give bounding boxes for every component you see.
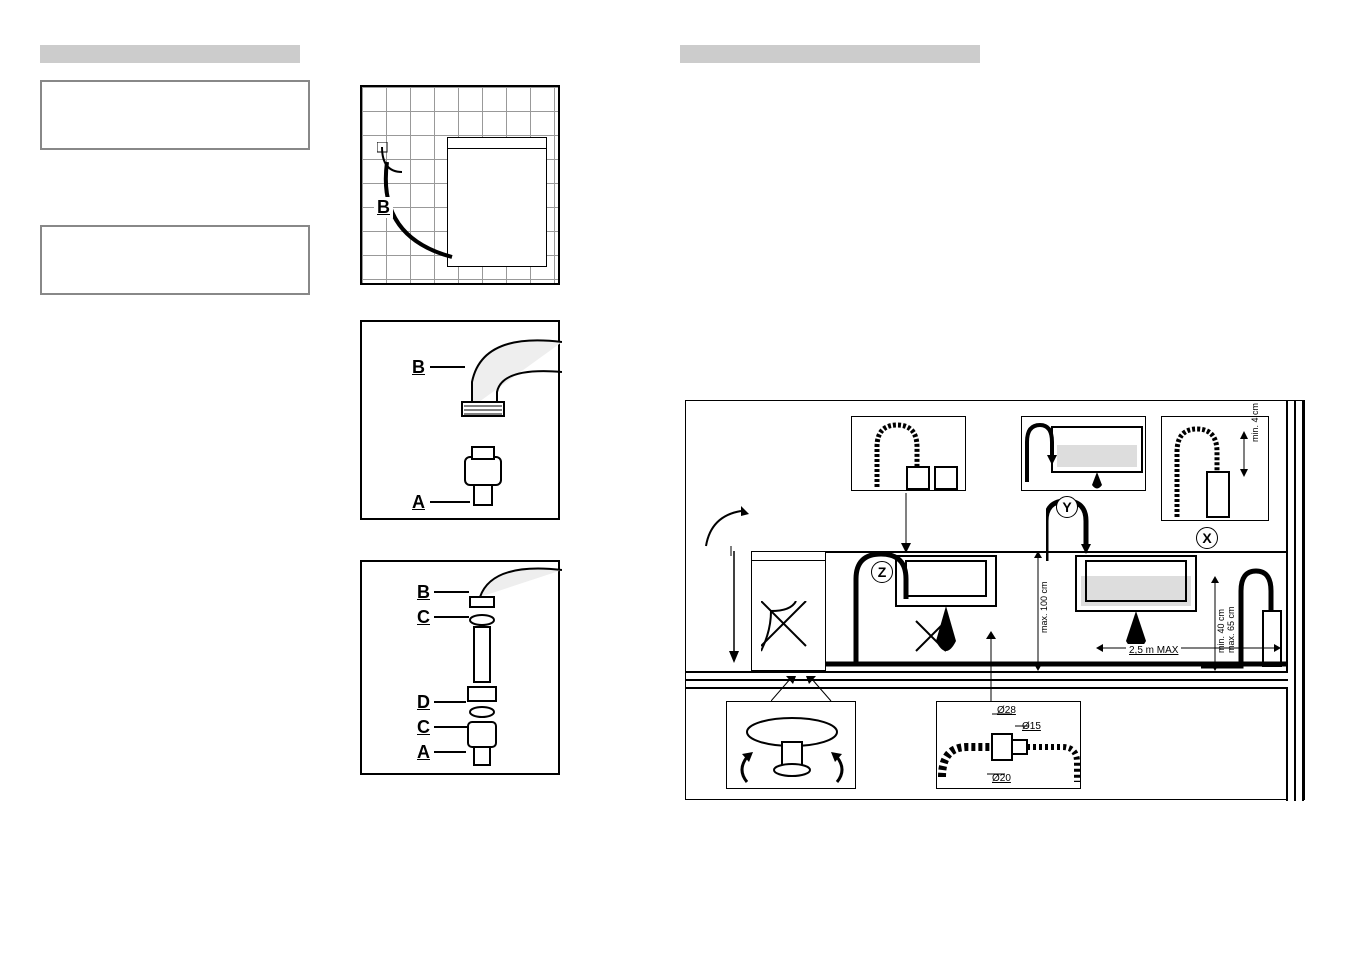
note-box-2 bbox=[40, 225, 310, 295]
label-b-fig1: B bbox=[374, 197, 393, 218]
label-z: Z bbox=[871, 561, 893, 583]
dim-max100: max. 100 cm bbox=[1039, 581, 1051, 633]
figure-3: B C D C A bbox=[360, 560, 560, 775]
heading-bar-left bbox=[40, 45, 300, 63]
figure-1: B bbox=[360, 85, 560, 285]
label-c2-fig3: C bbox=[417, 717, 430, 738]
figure-2: B A bbox=[360, 320, 560, 520]
dim-d28: Ø28 bbox=[997, 704, 1016, 717]
dim-len: 2,5 m MAX bbox=[1126, 644, 1181, 657]
label-b-fig2: B bbox=[412, 357, 425, 378]
label-y: Y bbox=[1056, 496, 1078, 518]
note-box-1 bbox=[40, 80, 310, 150]
label-a-fig3: A bbox=[417, 742, 430, 763]
label-a-fig2: A bbox=[412, 492, 425, 513]
label-x: X bbox=[1196, 527, 1218, 549]
dim-min4: min. 4 cm bbox=[1250, 403, 1262, 442]
dim-d20: Ø20 bbox=[992, 772, 1011, 785]
label-b-fig3: B bbox=[417, 582, 430, 603]
dim-d15: Ø15 bbox=[1022, 720, 1041, 733]
heading-bar-right bbox=[680, 45, 980, 63]
label-c1-fig3: C bbox=[417, 607, 430, 628]
drain-diagram: Z Y X bbox=[685, 400, 1305, 800]
label-d-fig3: D bbox=[417, 692, 430, 713]
